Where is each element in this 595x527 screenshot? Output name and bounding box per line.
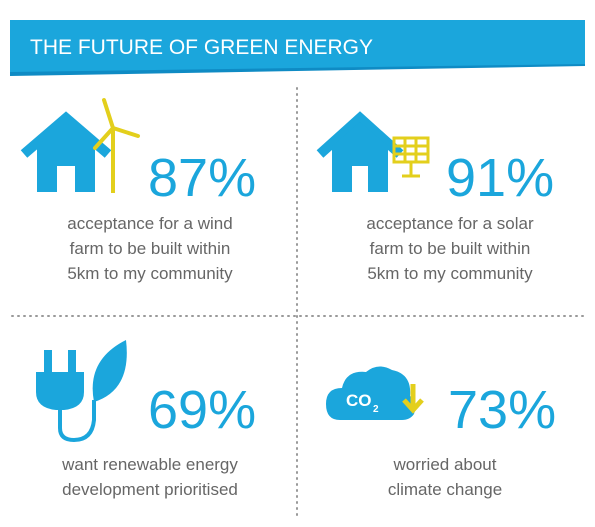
co2-sub: 2 xyxy=(373,404,379,415)
plug-icon xyxy=(36,340,127,443)
stat-description: acceptance for a wind xyxy=(67,214,232,233)
stat-description: farm to be built within xyxy=(370,239,531,258)
stat-description: worried about xyxy=(392,455,496,474)
stat-value: 69% xyxy=(148,380,256,440)
wind-icon xyxy=(20,98,140,193)
title: THE FUTURE OF GREEN ENERGY xyxy=(30,36,373,59)
stat-description: farm to be built within xyxy=(70,239,231,258)
stat-description: development prioritised xyxy=(62,480,238,499)
stat-description: climate change xyxy=(388,480,502,499)
co2-icon: CO 2 xyxy=(326,366,424,420)
banner xyxy=(10,20,585,72)
stat-description: 5km to my community xyxy=(367,264,533,283)
stat-description: 5km to my community xyxy=(67,264,233,283)
stat-description: want renewable energy xyxy=(61,455,238,474)
solar-icon xyxy=(316,111,430,192)
co2-text: CO xyxy=(346,391,372,410)
stat-value: 73% xyxy=(448,380,556,440)
stat-value: 87% xyxy=(148,148,256,208)
stat-value: 91% xyxy=(446,148,554,208)
stat-description: acceptance for a solar xyxy=(366,214,534,233)
